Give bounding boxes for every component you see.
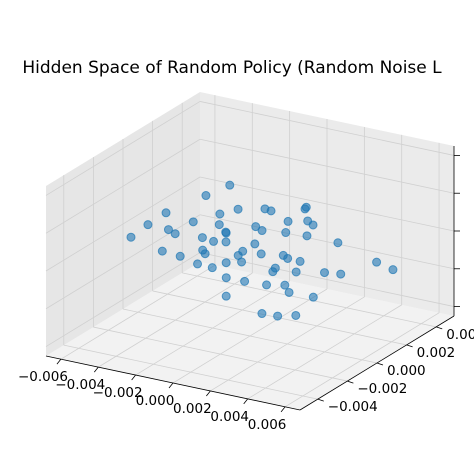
x-tick-label: −0.004 [55, 377, 105, 393]
point [197, 233, 207, 243]
point [225, 180, 235, 190]
y-tick-label: 0.002 [417, 345, 456, 361]
y-tick [436, 326, 443, 330]
point [273, 311, 283, 321]
point [260, 204, 270, 214]
point [280, 280, 290, 290]
grid-line [45, 176, 201, 272]
x-tick [280, 406, 286, 413]
x-tick-label: 0.002 [173, 401, 212, 417]
point [233, 204, 243, 214]
y-tick-label: 0.000 [387, 363, 426, 379]
point [221, 273, 231, 283]
point [221, 227, 231, 237]
x-tick-label: 0.006 [248, 417, 287, 433]
x-tick [93, 366, 99, 373]
point [209, 236, 219, 246]
grid-line [199, 138, 455, 194]
point [240, 276, 250, 286]
y-tick [376, 362, 384, 366]
point [333, 238, 343, 248]
y-tick-label: −0.004 [328, 399, 378, 415]
y-tick-label: 0.004 [446, 327, 474, 343]
point [291, 310, 301, 320]
x-tick-label: 0.000 [136, 393, 175, 409]
point [284, 287, 294, 297]
grid-line [93, 326, 348, 382]
y-tick [347, 380, 354, 384]
grid-line [45, 101, 201, 196]
x-tick [56, 358, 62, 365]
point [262, 280, 272, 290]
point [283, 253, 293, 263]
grid-line [199, 176, 455, 232]
point [221, 237, 231, 247]
point [300, 204, 310, 214]
y-tick [317, 398, 324, 402]
point [126, 232, 136, 242]
chart-title: Hidden Space of Random Policy (Random No… [22, 58, 442, 78]
point [308, 292, 318, 302]
point [215, 209, 225, 219]
point [161, 208, 171, 218]
x-tick [206, 390, 211, 397]
point [233, 250, 243, 260]
point [336, 269, 346, 279]
point [163, 225, 173, 235]
point [157, 246, 167, 256]
x-tick-label: −0.006 [18, 369, 68, 385]
point [283, 216, 293, 226]
x-tick [243, 398, 249, 405]
point [201, 191, 211, 201]
point [250, 239, 260, 249]
y-tick [406, 344, 413, 348]
grid-line [199, 214, 455, 270]
point [295, 256, 305, 266]
point [270, 263, 280, 273]
point [257, 309, 267, 319]
point [175, 251, 185, 261]
point [291, 267, 301, 277]
point [193, 259, 203, 269]
point [221, 291, 231, 301]
grid-line [45, 252, 201, 347]
x-tick [168, 382, 174, 389]
grid-line [122, 308, 378, 364]
point [257, 226, 267, 236]
point [281, 228, 291, 238]
point [303, 216, 313, 226]
point [188, 217, 198, 227]
y-tick-label: −0.002 [357, 381, 407, 397]
grid-line [45, 138, 201, 234]
point [256, 249, 266, 259]
x-tick-label: −0.002 [93, 385, 143, 401]
point [207, 263, 217, 273]
point [143, 220, 153, 230]
grid-line [63, 344, 318, 400]
point [221, 258, 231, 268]
point [251, 222, 261, 232]
grid-line [199, 101, 455, 156]
point [320, 268, 330, 278]
point [214, 220, 224, 230]
point [198, 245, 208, 255]
point [388, 265, 398, 275]
point [170, 229, 180, 239]
x-tick [131, 374, 136, 381]
point [372, 257, 382, 267]
x-tick-label: 0.004 [210, 409, 249, 425]
point [302, 231, 312, 241]
